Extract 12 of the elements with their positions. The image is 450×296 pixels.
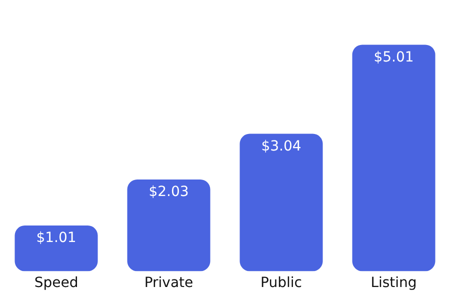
x-tick-label: Private — [144, 275, 194, 292]
data-label: $5.01 — [374, 49, 414, 66]
x-tick-label: Speed — [34, 275, 78, 292]
data-label: $1.01 — [36, 230, 76, 246]
bar — [240, 134, 323, 272]
x-tick-label: Public — [260, 275, 302, 292]
bar — [127, 179, 210, 272]
bar — [14, 226, 98, 272]
data-label: $2.03 — [148, 184, 189, 200]
data-label: $3.04 — [261, 138, 302, 154]
x-tick-label: Listing — [370, 275, 417, 292]
bar — [352, 44, 436, 272]
